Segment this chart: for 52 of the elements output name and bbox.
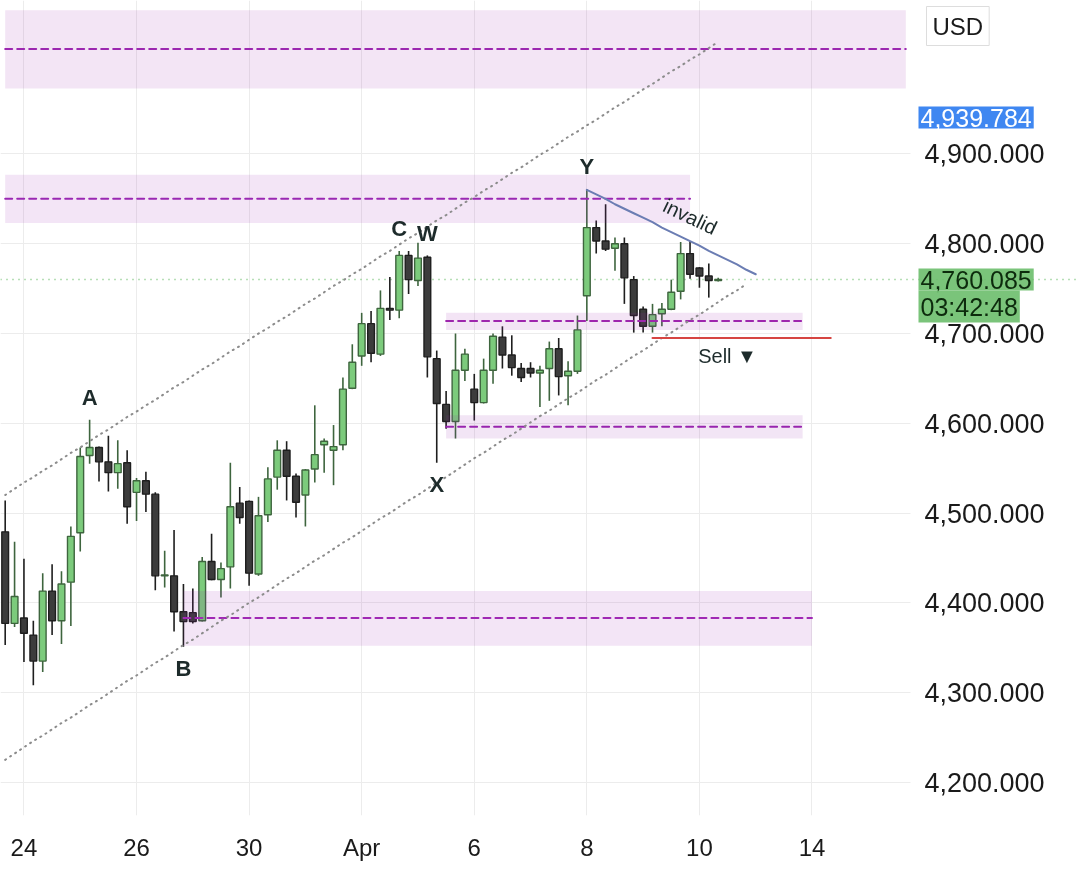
y-tick-label: 4,300.000 — [924, 678, 1045, 709]
y-tick-label: 4,800.000 — [924, 229, 1045, 260]
candlestick — [413, 242, 423, 287]
candlestick — [160, 549, 169, 589]
candlestick — [564, 360, 573, 407]
candlestick — [507, 334, 516, 377]
candlestick — [19, 557, 29, 663]
y-axis-title: USD — [932, 12, 984, 40]
text: Y — [579, 154, 595, 180]
candlestick — [610, 236, 620, 272]
x-tick-label: 8 — [580, 833, 594, 861]
text: C — [391, 216, 408, 242]
candlestick — [320, 437, 329, 474]
candlestick — [104, 435, 113, 493]
x-tick-label: 26 — [123, 833, 150, 861]
candlestick — [310, 404, 319, 484]
line-series — [585, 188, 757, 276]
y-tick-label: 4,200.000 — [924, 767, 1045, 798]
candlestick — [207, 532, 216, 582]
y-tick-label: 4,400.000 — [924, 588, 1045, 619]
candlestick — [498, 325, 507, 370]
candlestick — [470, 373, 479, 422]
candlestick — [385, 276, 394, 321]
candlestick — [545, 340, 554, 402]
x-tick-label: 6 — [467, 833, 481, 861]
x-tick-label: 24 — [10, 833, 38, 861]
candlestick — [601, 203, 610, 252]
text: X — [429, 472, 445, 498]
text: A — [81, 385, 98, 411]
x-tick-label: Apr — [343, 833, 381, 861]
candlestick — [85, 418, 94, 465]
y-tick-label: 4,600.000 — [924, 408, 1045, 439]
candlestick — [216, 561, 226, 599]
candlestick — [329, 424, 338, 486]
y-tick-label: 4,700.000 — [924, 319, 1045, 349]
text: 4,939.784 — [920, 103, 1032, 132]
text: B — [175, 656, 192, 682]
y-tick-label: 4,500.000 — [924, 498, 1045, 529]
candlestick — [704, 262, 713, 299]
y-tick-label: 4,900.000 — [924, 139, 1045, 170]
x-tick-label: 30 — [235, 833, 263, 861]
x-tick-label: 14 — [798, 833, 826, 861]
candlestick — [94, 445, 104, 483]
candlestick — [132, 477, 141, 522]
candlestick — [592, 219, 601, 255]
candlestick — [113, 439, 122, 490]
ref-line-label: 4,760.085 03:42:48 — [920, 265, 1032, 321]
candlestick — [535, 365, 545, 408]
data-label: Sell ▼ — [698, 344, 757, 367]
candlestick — [442, 390, 451, 430]
x-tick-label: 10 — [686, 833, 713, 861]
text: W — [416, 220, 438, 246]
